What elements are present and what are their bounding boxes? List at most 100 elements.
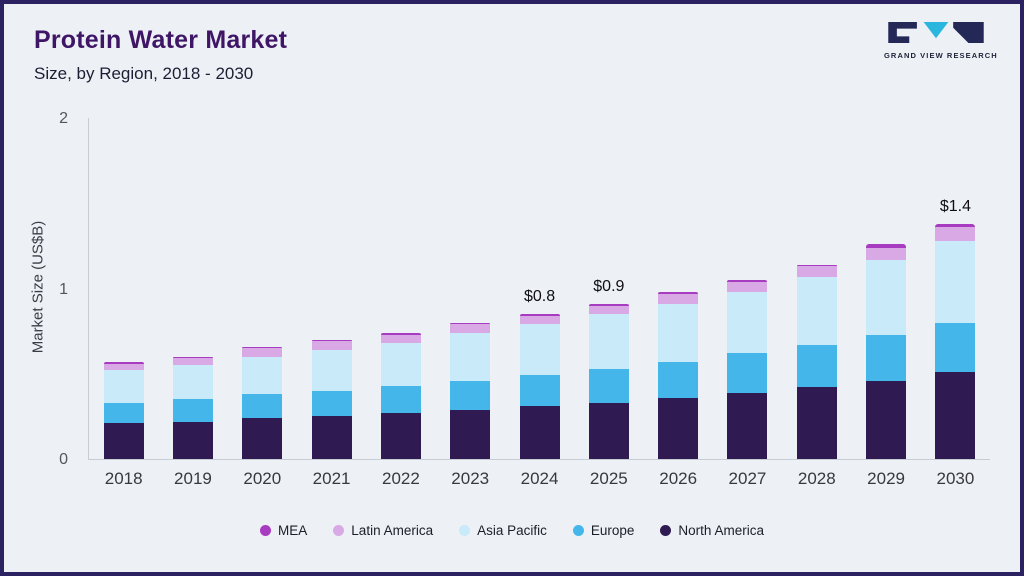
x-tick-label-2026: 2026: [659, 469, 698, 488]
segment-asia-pacific: [796, 276, 837, 345]
segment-mea: [866, 244, 907, 248]
bar-slot-2028: 2028: [782, 118, 851, 488]
segment-europe: [588, 368, 629, 403]
page-title: Protein Water Market: [34, 26, 288, 54]
segment-asia-pacific: [588, 314, 629, 369]
bar-slot-2021: 2021: [297, 118, 366, 488]
stacked-bar-2022: [380, 332, 421, 459]
stacked-bar-2026: [658, 291, 699, 459]
legend-label: Europe: [590, 523, 635, 538]
segment-north-america: [450, 409, 491, 459]
legend-label: North America: [678, 523, 764, 538]
segment-asia-pacific: [311, 349, 352, 391]
legend-swatch: [260, 525, 272, 536]
segment-latin-america: [172, 358, 213, 366]
segment-north-america: [727, 392, 768, 459]
segment-mea: [796, 264, 837, 267]
bar-slot-2025: $0.9 2025: [574, 118, 643, 488]
stacked-bar-2030: [935, 223, 976, 459]
segment-mea: [450, 322, 491, 325]
segment-north-america: [380, 412, 421, 459]
segment-latin-america: [727, 281, 768, 292]
segment-europe: [450, 380, 491, 410]
stacked-bar-2018: [103, 361, 144, 459]
segment-asia-pacific: [380, 343, 421, 386]
segment-europe: [866, 334, 907, 381]
x-tick-label-2023: 2023: [451, 469, 490, 488]
legend-item-asia-pacific: Asia Pacific: [459, 523, 547, 538]
stacked-bar-2025: [588, 303, 629, 459]
segment-europe: [172, 399, 213, 422]
segment-latin-america: [450, 324, 491, 333]
segment-mea: [311, 339, 352, 342]
bar-slot-2020: 2020: [228, 118, 297, 488]
legend-label: Latin America: [351, 523, 434, 538]
segment-mea: [172, 356, 213, 359]
stacked-bar-2021: [311, 339, 352, 459]
segment-north-america: [658, 397, 699, 459]
segment-asia-pacific: [658, 303, 699, 362]
y-tick-label: 2: [59, 110, 68, 127]
segment-europe: [658, 361, 699, 398]
bar-slot-2027: 2027: [713, 118, 782, 488]
value-label-2024: $0.8: [523, 288, 556, 306]
segment-north-america: [935, 372, 976, 459]
segment-europe: [727, 353, 768, 393]
segment-north-america: [311, 416, 352, 459]
value-label-2025: $0.9: [593, 277, 625, 295]
chart-legend: MEA Latin America Asia Pacific Europe North …: [4, 523, 1020, 538]
y-tick-label: 1: [59, 280, 68, 298]
segment-mea: [658, 291, 699, 294]
segment-asia-pacific: [519, 324, 560, 376]
segment-europe: [935, 322, 976, 373]
bar-slot-2019: 2019: [158, 118, 227, 488]
legend-swatch: [572, 525, 584, 536]
bar-slot-2026: 2026: [644, 118, 713, 488]
segment-europe: [242, 394, 283, 419]
segment-asia-pacific: [103, 370, 144, 403]
segment-latin-america: [658, 293, 699, 304]
segment-north-america: [242, 418, 283, 459]
segment-mea: [380, 332, 421, 335]
segment-north-america: [866, 380, 907, 459]
stacked-bar-2020: [242, 346, 283, 459]
legend-swatch: [459, 525, 471, 536]
segment-europe: [796, 344, 837, 388]
legend-item-north-america: North America: [660, 523, 764, 538]
stacked-bar-2027: [727, 280, 768, 459]
x-tick-label-2022: 2022: [381, 469, 420, 488]
x-tick-label-2025: 2025: [589, 469, 628, 488]
legend-swatch: [333, 525, 345, 536]
x-tick-label-2028: 2028: [797, 469, 836, 488]
segment-north-america: [103, 423, 144, 459]
gvr-logo-mark: [888, 22, 984, 43]
segment-europe: [380, 385, 421, 413]
segment-north-america: [519, 406, 560, 459]
stacked-bar-2029: [866, 244, 907, 459]
y-tick-label: 0: [59, 451, 68, 468]
bar-slot-2029: 2029: [851, 118, 920, 488]
segment-north-america: [172, 421, 213, 459]
bar-slot-2023: 2023: [436, 118, 505, 488]
legend-item-mea: MEA: [260, 523, 307, 538]
legend-item-latin-america: Latin America: [333, 523, 433, 538]
segment-asia-pacific: [935, 240, 976, 323]
gvr-logo-text: GRAND VIEW RESEARCH: [884, 51, 998, 60]
y-axis-ticks: 0 1 2: [4, 110, 76, 468]
segment-latin-america: [242, 348, 283, 357]
segment-latin-america: [380, 334, 421, 344]
x-tick-label-2024: 2024: [520, 469, 559, 488]
legend-item-europe: Europe: [572, 523, 635, 538]
stacked-bar-2028: [796, 264, 837, 459]
x-tick-label-2029: 2029: [867, 469, 905, 488]
segment-mea: [242, 346, 283, 349]
segment-north-america: [588, 402, 629, 459]
segment-europe: [519, 375, 560, 407]
stacked-bar-2024: [519, 314, 560, 459]
x-tick-label-2020: 2020: [243, 469, 282, 488]
bar-slot-2018: 2018: [89, 118, 158, 488]
segment-asia-pacific: [172, 365, 213, 400]
x-tick-label-2018: 2018: [104, 469, 143, 488]
legend-label: Asia Pacific: [477, 523, 547, 538]
